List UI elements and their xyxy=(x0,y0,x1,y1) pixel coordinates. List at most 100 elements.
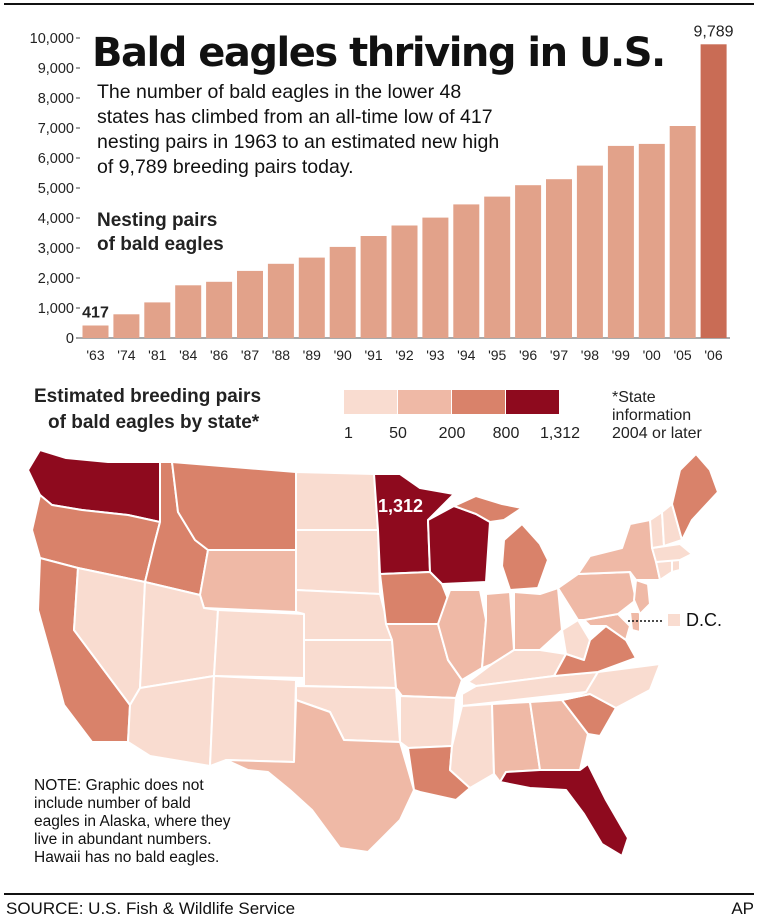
y-axis-label: Nesting pairs of bald eagles xyxy=(97,210,224,255)
state-rhode-island xyxy=(671,559,681,573)
bar xyxy=(267,263,294,339)
y-tick-label: 7,000 xyxy=(38,121,74,137)
state-new-york xyxy=(577,519,661,581)
state-michigan xyxy=(501,523,549,591)
x-tick-label: '84 xyxy=(179,347,197,363)
y-axis-label-line: Nesting pairs xyxy=(97,210,217,231)
legend-swatch xyxy=(452,390,505,414)
y-tick-label: 8,000 xyxy=(38,91,74,107)
bar-data-label: 417 xyxy=(82,305,109,322)
footnote-line: *State xyxy=(612,389,656,406)
legend-swatch xyxy=(506,390,559,414)
y-tick-label: 9,000 xyxy=(38,61,74,77)
x-tick-label: '88 xyxy=(272,347,290,363)
note: NOTE: Graphic does not include number of… xyxy=(34,777,231,866)
bar xyxy=(237,270,263,338)
x-tick-label: '97 xyxy=(550,347,568,363)
legend-swatch xyxy=(344,390,397,414)
state-south-dakota xyxy=(295,529,381,595)
intro-line: states has climbed from an all-time low … xyxy=(97,106,493,128)
bar-chart: 0 1,000 2,000 3,000 4,000 5,000 6,000 7,000 8,00… xyxy=(30,23,734,363)
dc-label: D.C. xyxy=(686,610,722,630)
legend-label: 800 xyxy=(493,425,520,442)
bar xyxy=(638,143,665,338)
note-line: live in abundant numbers. xyxy=(34,831,212,848)
state-massachusetts xyxy=(651,543,693,563)
bar xyxy=(329,246,356,338)
footnote-line: information xyxy=(612,407,691,424)
bar xyxy=(546,179,572,338)
bar xyxy=(175,285,202,338)
state-mississippi xyxy=(449,703,495,789)
state-wyoming xyxy=(199,549,297,613)
state-arizona xyxy=(127,675,215,767)
y-tick-label: 4,000 xyxy=(38,211,74,227)
bar-data-label: 9,789 xyxy=(693,23,733,40)
y-tick-label: 5,000 xyxy=(38,181,74,197)
chart-title: Bald eagles thriving in U.S. xyxy=(92,30,665,76)
x-tick-label: '92 xyxy=(395,347,413,363)
state-delaware xyxy=(629,611,641,633)
state-new-jersey xyxy=(633,579,651,615)
state-connecticut xyxy=(655,559,673,581)
state-texas xyxy=(225,699,415,853)
x-tick-label: '63 xyxy=(86,347,104,363)
legend-swatches xyxy=(344,390,559,414)
y-tick-label: 1,000 xyxy=(38,301,74,317)
bar xyxy=(144,302,171,338)
bar xyxy=(298,257,325,338)
x-tick-label: '94 xyxy=(457,347,475,363)
x-tick-label: '91 xyxy=(364,347,382,363)
state-michigan-upper xyxy=(453,495,523,523)
dc-swatch xyxy=(668,614,680,626)
x-tick-label: '74 xyxy=(117,347,135,363)
bar xyxy=(607,145,634,338)
minnesota-value-label: 1,312 xyxy=(378,496,423,516)
intro-line: of 9,789 breeding pairs today. xyxy=(97,156,354,178)
state-colorado xyxy=(213,609,305,679)
intro-line: The number of bald eagles in the lower 4… xyxy=(97,81,461,103)
bar xyxy=(576,165,603,338)
x-tick-label: '87 xyxy=(241,347,259,363)
state-new-mexico xyxy=(209,675,297,767)
x-tick-label: '06 xyxy=(704,347,722,363)
state-ohio xyxy=(513,587,563,651)
bar xyxy=(206,281,233,339)
state-georgia xyxy=(529,699,589,771)
state-nebraska xyxy=(295,589,393,641)
map-title-line: Estimated breeding pairs xyxy=(34,386,261,407)
x-tick-label: '99 xyxy=(612,347,630,363)
x-tick-label: '98 xyxy=(581,347,599,363)
state-florida xyxy=(499,763,629,857)
state-arkansas xyxy=(399,695,457,749)
y-tick-label: 2,000 xyxy=(38,271,74,287)
note-line: include number of bald xyxy=(34,795,191,812)
us-map xyxy=(27,449,719,857)
y-axis-ticks: 0 1,000 2,000 3,000 4,000 5,000 6,000 7,000 8,00… xyxy=(30,31,80,347)
state-north-carolina xyxy=(561,663,661,709)
state-maine xyxy=(671,453,719,541)
bar xyxy=(484,196,511,338)
bar xyxy=(515,185,542,338)
legend-labels: 1 50 200 800 1,312 xyxy=(344,425,580,442)
legend-swatch xyxy=(398,390,451,414)
x-tick-label: '81 xyxy=(148,347,166,363)
x-tick-label: '90 xyxy=(334,347,352,363)
x-tick-label: '05 xyxy=(673,347,691,363)
note-line: NOTE: Graphic does not xyxy=(34,777,204,794)
map-title-line: of bald eagles by state* xyxy=(48,412,260,433)
bar xyxy=(669,126,696,338)
note-line: eagles in Alaska, where they xyxy=(34,813,231,830)
x-tick-label: '00 xyxy=(643,347,661,363)
x-tick-label: '93 xyxy=(426,347,444,363)
legend-label: 200 xyxy=(439,425,466,442)
legend-label: 50 xyxy=(389,425,407,442)
bar-data-labels: 417 9,789 xyxy=(82,23,733,321)
bar xyxy=(360,236,387,338)
bar xyxy=(113,314,140,338)
bar xyxy=(82,325,109,338)
y-tick-label: 0 xyxy=(66,331,74,347)
legend-label: 1 xyxy=(344,425,353,442)
y-axis-label-line: of bald eagles xyxy=(97,234,224,255)
